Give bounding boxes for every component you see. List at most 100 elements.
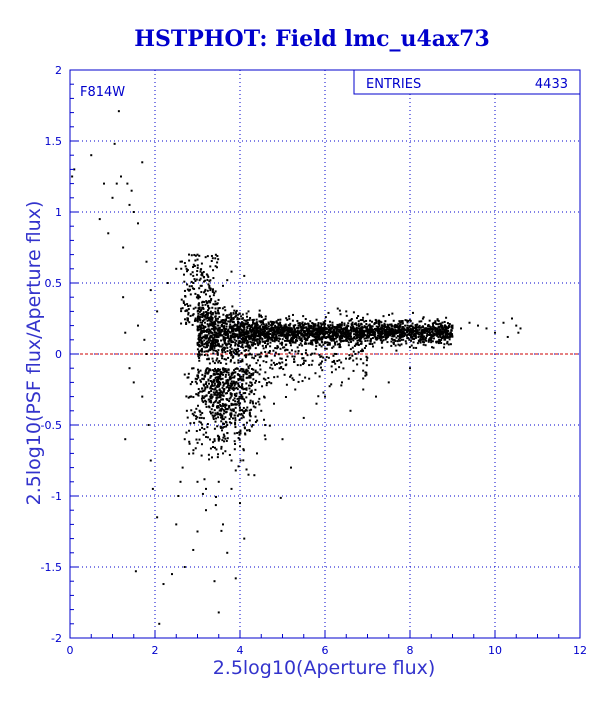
data-point <box>252 332 255 335</box>
data-point <box>258 325 261 328</box>
data-point <box>242 406 245 409</box>
data-point <box>201 387 204 390</box>
data-point <box>205 382 208 385</box>
data-point <box>302 330 305 333</box>
data-point <box>215 331 218 334</box>
data-point <box>268 330 271 333</box>
data-point <box>381 326 384 329</box>
data-point <box>324 316 327 319</box>
data-point <box>300 325 303 328</box>
data-point <box>250 372 253 375</box>
data-point <box>200 397 203 400</box>
data-point <box>300 353 303 356</box>
data-point <box>234 417 237 420</box>
data-point <box>405 330 408 333</box>
data-point <box>401 326 404 329</box>
data-point <box>220 529 223 532</box>
data-point <box>197 391 200 394</box>
data-point <box>302 362 305 365</box>
data-point <box>257 329 260 332</box>
data-point <box>286 355 289 358</box>
data-point <box>323 321 326 324</box>
data-point <box>216 351 219 354</box>
data-point <box>194 279 197 282</box>
data-point <box>321 369 324 372</box>
data-point <box>213 384 216 387</box>
data-point <box>399 335 402 338</box>
data-point <box>347 325 350 328</box>
data-point <box>237 465 240 468</box>
data-point <box>192 449 195 452</box>
data-point <box>293 360 296 363</box>
data-point <box>185 321 188 324</box>
data-point <box>218 315 221 318</box>
data-point <box>203 375 206 378</box>
data-point <box>241 386 244 389</box>
data-point <box>290 466 292 469</box>
data-point <box>238 375 241 378</box>
data-point <box>214 344 217 347</box>
data-point <box>345 333 348 336</box>
data-point <box>230 385 233 388</box>
data-point <box>208 337 211 340</box>
data-point <box>401 330 404 333</box>
data-point <box>175 523 178 526</box>
data-point <box>213 334 216 337</box>
data-point <box>444 338 447 341</box>
data-point <box>407 329 410 332</box>
data-point <box>191 271 194 274</box>
data-point <box>211 344 214 347</box>
data-point <box>384 329 387 332</box>
data-point <box>373 341 376 344</box>
data-point <box>212 338 215 341</box>
data-point <box>232 316 235 319</box>
data-point <box>141 395 144 398</box>
data-point <box>388 313 391 316</box>
data-point <box>404 328 407 331</box>
data-point <box>327 328 330 331</box>
data-point <box>448 338 451 341</box>
data-point <box>241 358 244 361</box>
data-point <box>207 358 210 361</box>
data-point <box>338 309 341 312</box>
data-point <box>240 321 243 324</box>
data-point <box>319 322 322 325</box>
data-point <box>403 334 406 337</box>
data-point <box>351 323 354 326</box>
data-point <box>207 453 210 456</box>
data-point <box>248 376 251 379</box>
data-point <box>254 381 257 384</box>
data-point <box>221 343 224 346</box>
data-point <box>276 331 279 334</box>
data-point <box>258 353 261 356</box>
data-point <box>205 293 207 296</box>
data-point <box>421 329 424 332</box>
data-point <box>196 343 199 346</box>
data-point <box>223 425 226 428</box>
data-point <box>217 343 220 346</box>
data-point <box>228 337 231 340</box>
data-point <box>218 359 221 362</box>
data-point <box>371 325 374 328</box>
data-point <box>288 334 291 337</box>
data-point <box>305 329 308 332</box>
data-point <box>270 382 273 385</box>
data-point <box>246 343 249 346</box>
data-point <box>254 370 257 373</box>
data-point <box>415 330 418 333</box>
data-point <box>246 326 249 329</box>
data-point <box>219 330 222 333</box>
data-point <box>427 327 430 330</box>
data-point <box>354 330 357 333</box>
data-point <box>350 323 353 326</box>
data-point <box>248 347 251 350</box>
data-point <box>331 324 334 327</box>
data-point <box>219 320 222 323</box>
data-point <box>277 340 280 343</box>
data-point <box>210 456 213 459</box>
data-point <box>236 388 239 391</box>
data-point <box>334 368 337 371</box>
data-point <box>371 329 374 332</box>
data-point <box>389 334 392 337</box>
data-point <box>207 349 210 352</box>
